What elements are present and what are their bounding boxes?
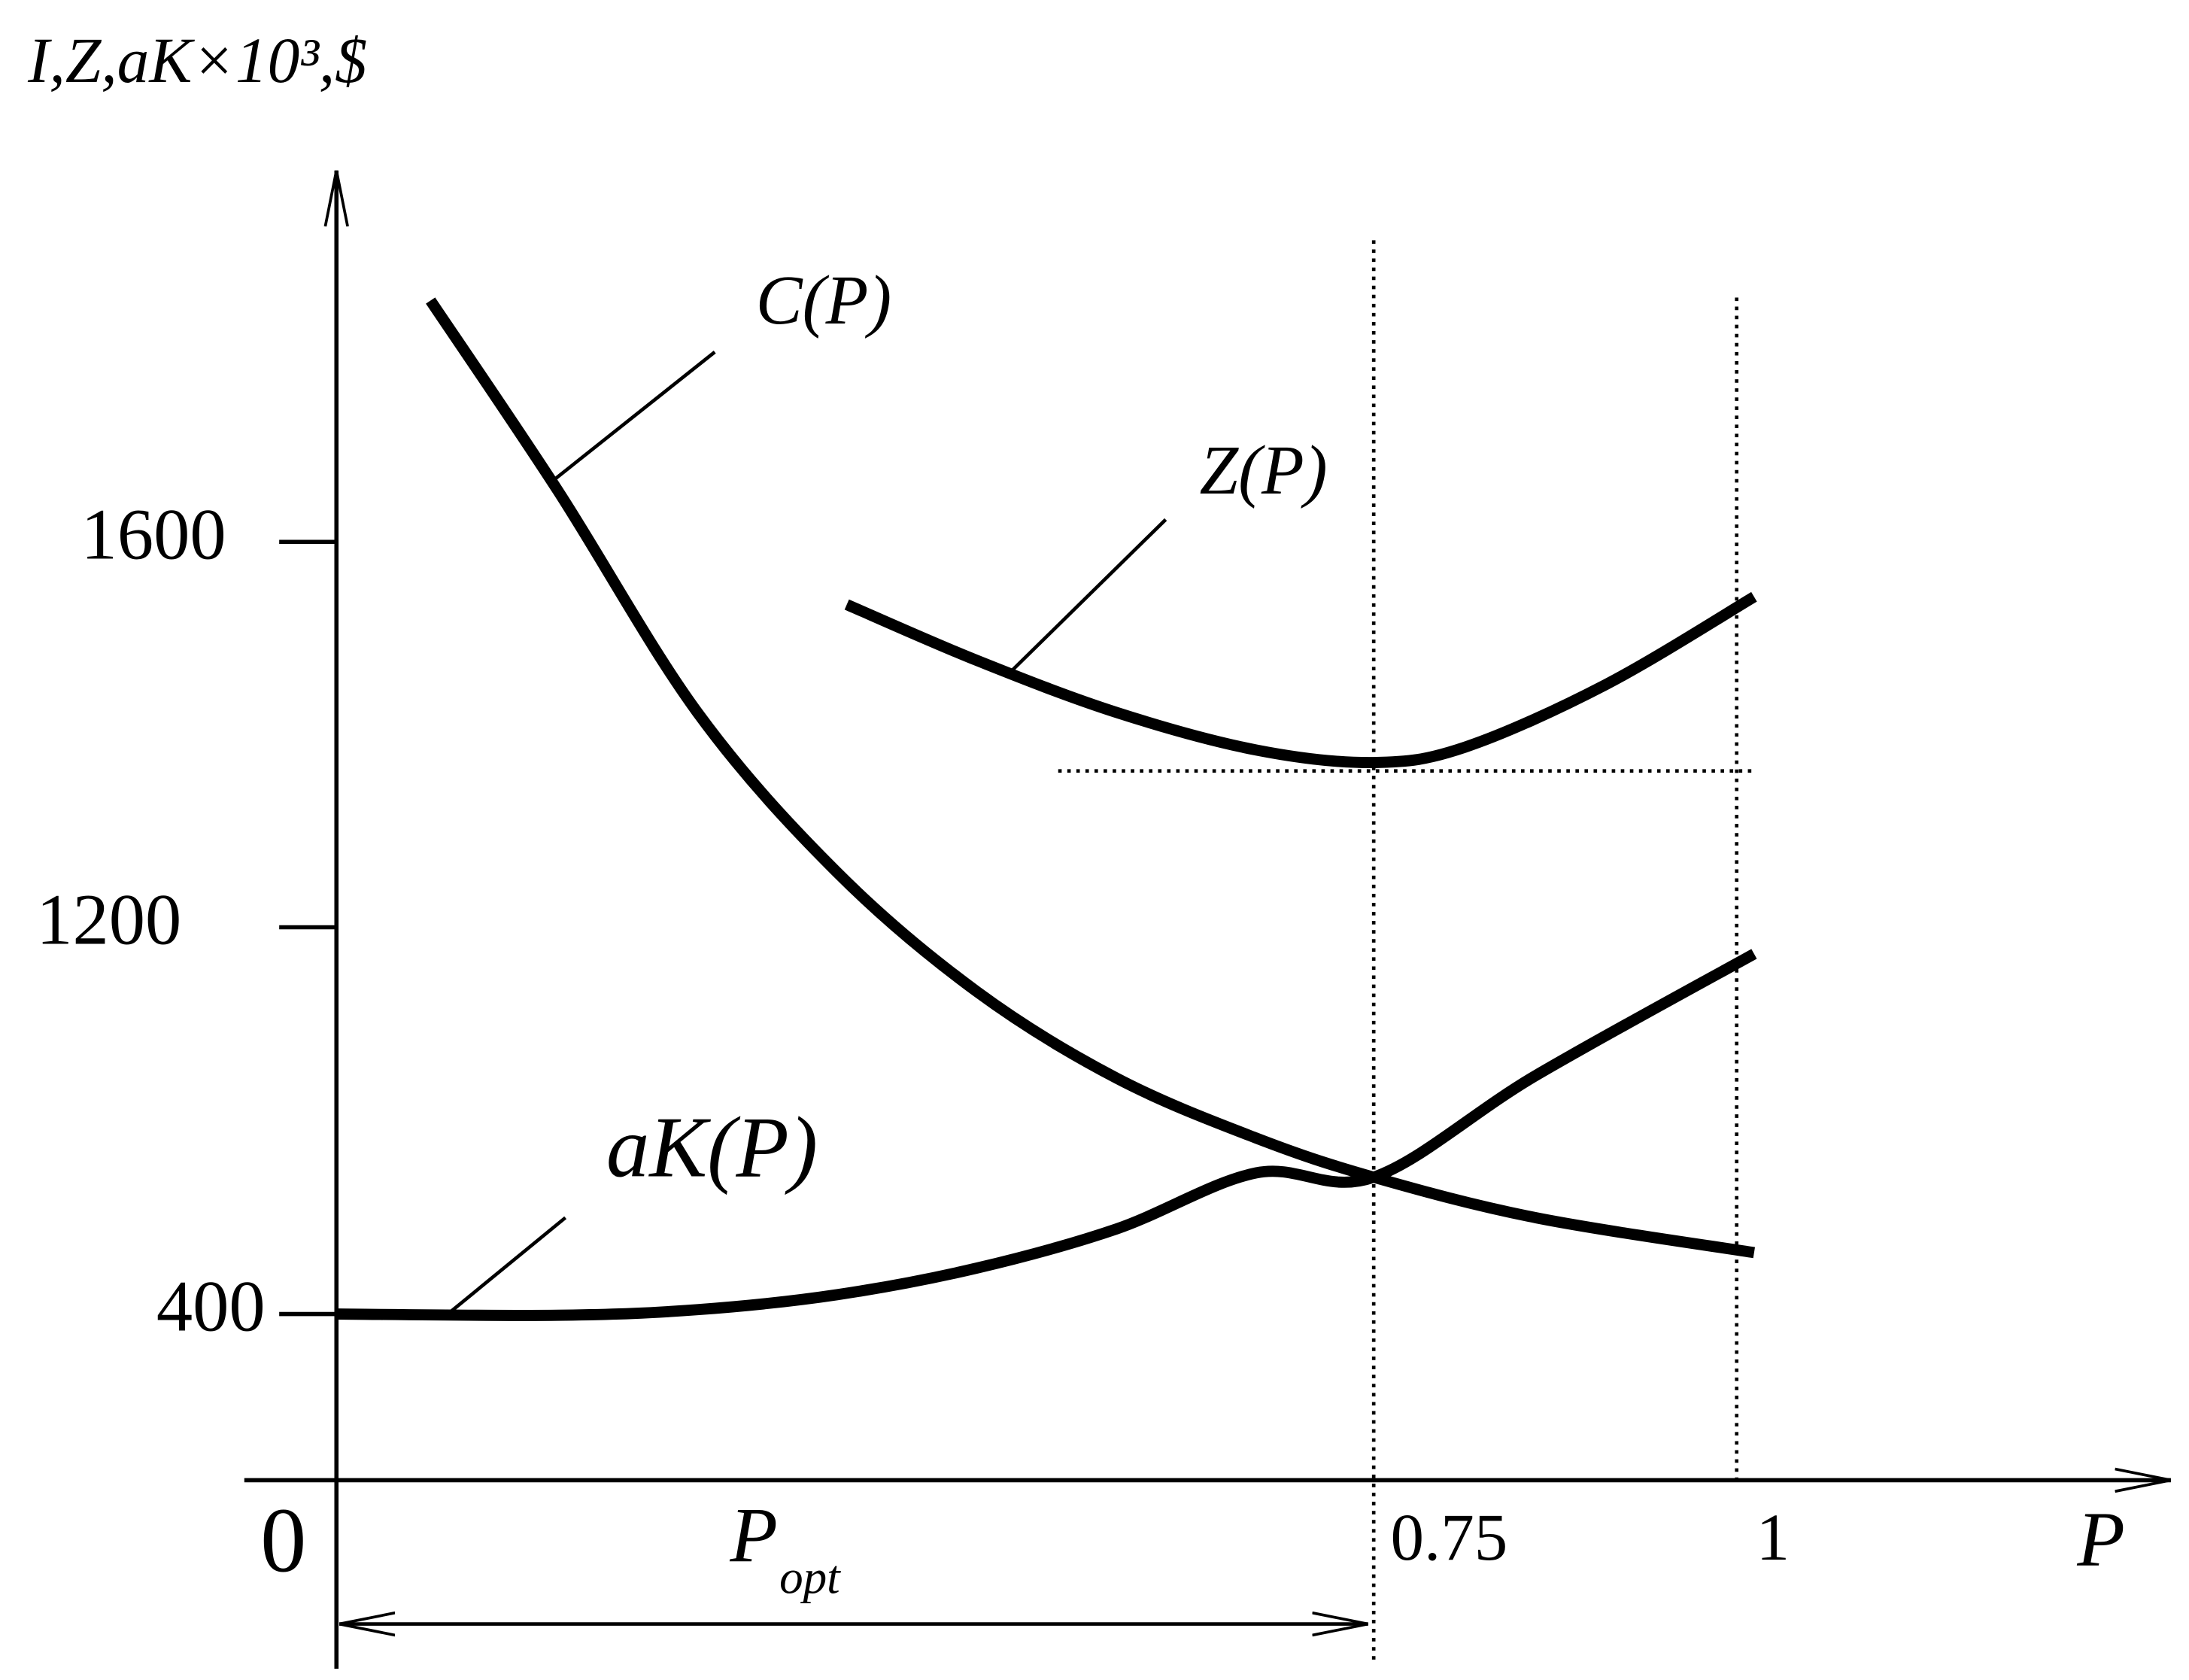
y-axis-label: I,Z,aK×10³,$ — [27, 26, 367, 96]
leader-line — [448, 1216, 567, 1314]
x-axis-label: P — [2076, 1496, 2124, 1582]
series-label: aK(P) — [606, 1098, 818, 1195]
leader-line — [1010, 518, 1167, 672]
x-tick-label: 1 — [1756, 1501, 1790, 1575]
y-tick-label: 1600 — [81, 494, 226, 574]
x-tick-label: 0.75 — [1390, 1501, 1507, 1575]
series-label: C(P) — [756, 262, 891, 339]
line-series — [844, 591, 1757, 768]
annotation-sub: opt — [779, 1551, 841, 1603]
y-tick-label: 400 — [156, 1266, 266, 1347]
x-tick-label: 0 — [260, 1490, 306, 1591]
line-series — [336, 949, 1757, 1321]
y-tick-label: 1200 — [36, 879, 181, 960]
series-label: Z(P) — [1200, 432, 1328, 509]
annotation: P — [729, 1492, 777, 1578]
line-series — [426, 297, 1756, 1259]
leader-line — [550, 351, 716, 484]
